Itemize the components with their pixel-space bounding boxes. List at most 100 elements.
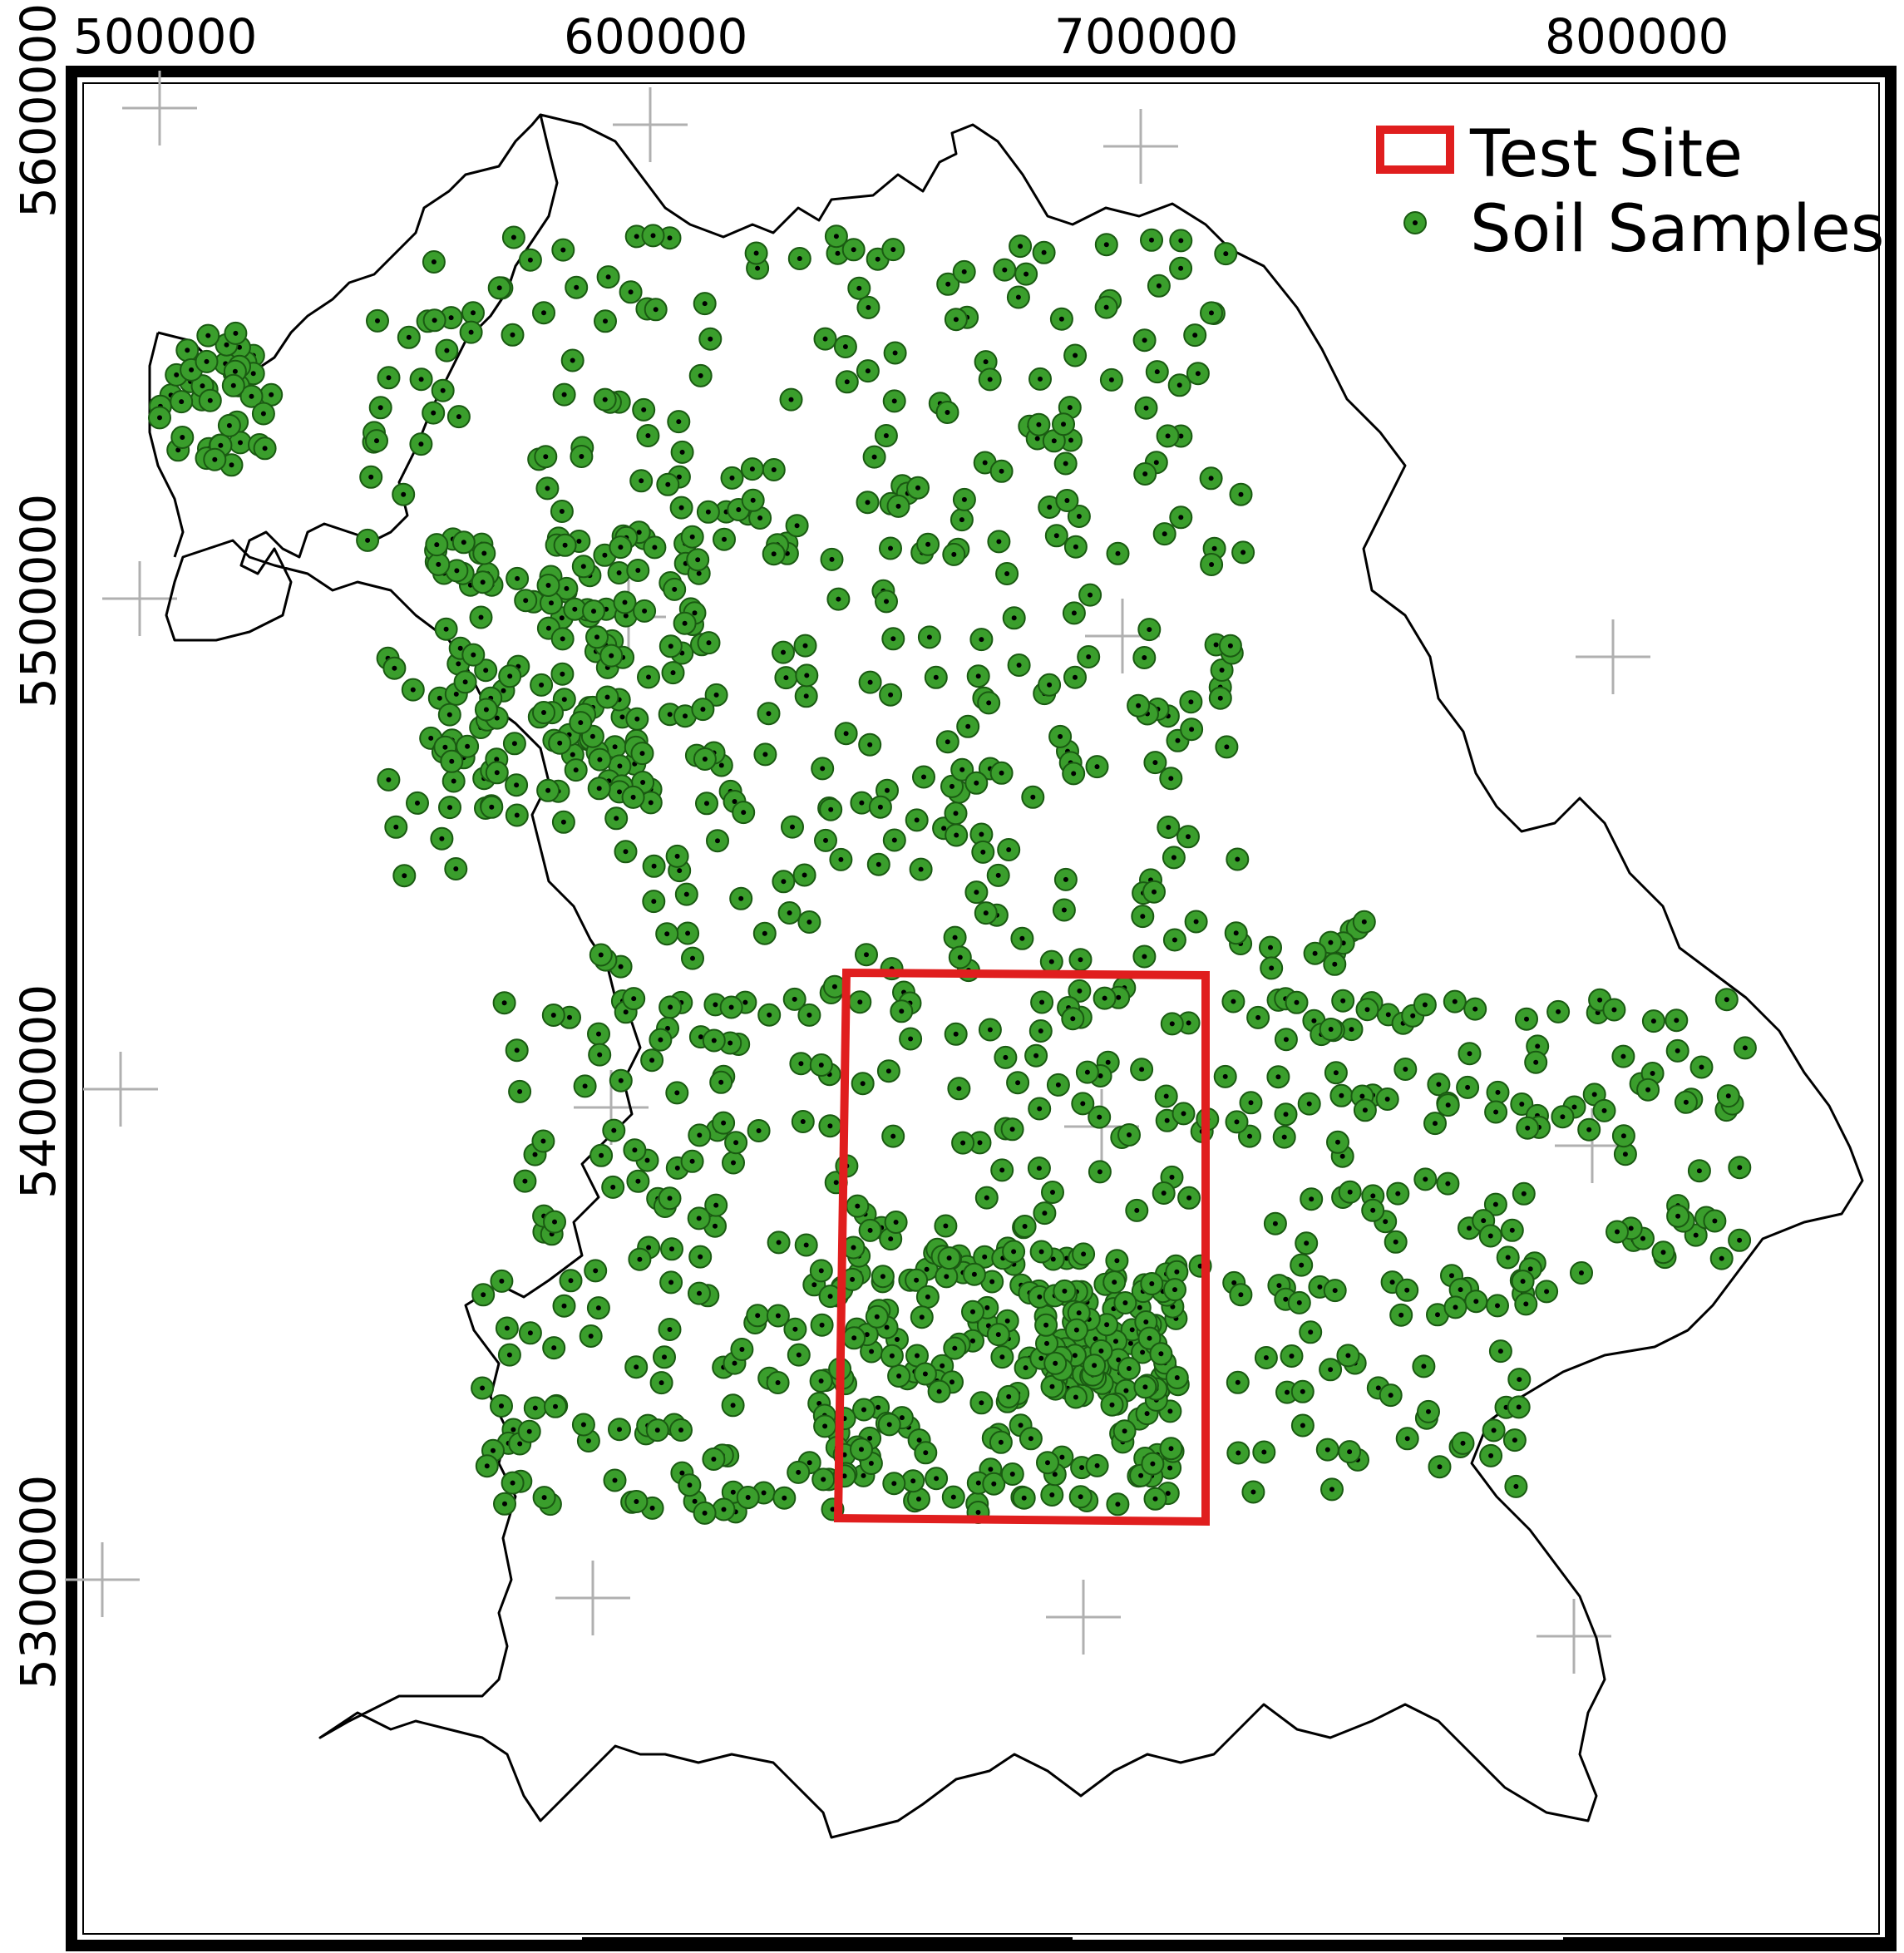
- soil-sample-point: [792, 863, 816, 887]
- plus-cross-icon: [613, 87, 688, 162]
- soil-sample-point: [1072, 1242, 1096, 1266]
- soil-sample-point: [1254, 1346, 1278, 1369]
- soil-sample-point: [1152, 1181, 1176, 1205]
- legend-test-site-swatch: [1376, 126, 1454, 174]
- soil-sample-point: [469, 605, 493, 629]
- soil-sample-point: [1395, 1427, 1419, 1451]
- soil-sample-point: [1176, 825, 1200, 849]
- soil-sample-point: [1451, 1431, 1475, 1455]
- soil-sample-point: [1504, 1474, 1528, 1498]
- soil-sample-point: [1515, 1007, 1538, 1031]
- soil-sample-point: [829, 847, 853, 871]
- soil-sample-point: [680, 525, 704, 549]
- soil-sample-point: [722, 1151, 745, 1175]
- soil-sample-point: [487, 276, 511, 300]
- soil-sample-point: [1160, 1012, 1184, 1036]
- soil-sample-point: [425, 533, 449, 557]
- soil-sample-point: [1229, 1283, 1253, 1307]
- soil-sample-point: [1486, 1080, 1510, 1104]
- soil-sample-point: [693, 1501, 717, 1525]
- soil-sample-point: [1010, 926, 1034, 950]
- soil-sample-point: [1075, 1060, 1099, 1084]
- soil-sample-point: [1199, 466, 1223, 491]
- soil-sample-point: [680, 1149, 704, 1173]
- soil-sample-point: [493, 1492, 516, 1516]
- soil-sample-point: [1458, 1042, 1482, 1066]
- soil-sample-point: [518, 248, 542, 272]
- soil-sample-point: [1071, 1092, 1095, 1116]
- soil-sample-point: [1163, 1278, 1186, 1302]
- soil-sample-point: [1061, 1007, 1085, 1031]
- soil-sample-point: [944, 1022, 968, 1046]
- soil-sample-point: [1029, 1240, 1053, 1264]
- soil-sample-point: [1105, 1249, 1129, 1273]
- soil-sample-point: [663, 577, 687, 601]
- soil-sample-point: [224, 321, 248, 345]
- soil-sample-point: [1641, 1009, 1665, 1033]
- soil-sample-point: [871, 1265, 895, 1289]
- soil-sample-point: [1395, 1278, 1419, 1302]
- soil-sample-point: [514, 589, 538, 613]
- soil-sample-point: [865, 1304, 889, 1329]
- soil-sample-point: [994, 1045, 1018, 1069]
- soil-sample-point: [377, 767, 401, 792]
- soil-sample-point: [1055, 489, 1079, 512]
- soil-sample-point: [1716, 1084, 1740, 1108]
- soil-sample-point: [966, 664, 990, 688]
- soil-sample-point: [729, 886, 753, 910]
- soil-sample-point: [595, 685, 619, 709]
- soil-sample-point: [1113, 1291, 1137, 1314]
- soil-sample-point: [490, 1269, 514, 1293]
- soil-sample-point: [797, 1003, 821, 1027]
- soil-sample-point: [948, 945, 972, 969]
- soil-sample-point: [909, 857, 933, 881]
- soil-sample-point: [1053, 867, 1078, 891]
- soil-sample-point: [1336, 1344, 1360, 1368]
- soil-sample-point: [1225, 1110, 1249, 1134]
- soil-sample-point: [1210, 658, 1234, 682]
- soil-sample-point: [824, 224, 848, 249]
- soil-sample-point: [704, 1193, 728, 1217]
- soil-sample-point: [384, 815, 408, 839]
- plus-cross-icon: [83, 1052, 158, 1127]
- soil-sample-point: [881, 627, 905, 651]
- soil-sample-point: [1502, 1428, 1527, 1452]
- soil-sample-point: [633, 599, 657, 623]
- soil-sample-point: [961, 1300, 984, 1324]
- soil-sample-point: [461, 643, 486, 667]
- soil-sample-point: [492, 991, 516, 1015]
- soil-sample-point: [642, 890, 666, 914]
- soil-sample-point: [548, 731, 572, 755]
- soil-sample-point: [1030, 990, 1054, 1014]
- soil-sample-point: [1274, 1028, 1298, 1052]
- soil-sample-point: [1300, 1187, 1324, 1211]
- soil-sample-point: [513, 1169, 537, 1193]
- soil-sample-point: [712, 1497, 736, 1521]
- soil-sample-point: [880, 1344, 904, 1368]
- soil-sample-point: [1231, 540, 1255, 565]
- soil-sample-point: [787, 1460, 811, 1484]
- soil-sample-point: [1013, 1215, 1037, 1238]
- soil-sample-point: [757, 1003, 782, 1027]
- soil-sample-point: [702, 1447, 726, 1471]
- soil-sample-point: [791, 1110, 815, 1133]
- soil-sample-point: [613, 590, 637, 614]
- soil-sample-point: [594, 309, 617, 333]
- soil-sample-point: [1213, 1064, 1237, 1088]
- soil-sample-point: [1053, 451, 1078, 476]
- soil-sample-point: [1052, 898, 1076, 922]
- soil-sample-point: [1088, 1160, 1112, 1184]
- soil-sample-point: [1186, 362, 1210, 386]
- soil-sample-point: [943, 1336, 967, 1360]
- soil-sample-point: [1507, 1368, 1532, 1392]
- soil-sample-point: [1602, 998, 1626, 1022]
- soil-sample-point: [1427, 1073, 1451, 1097]
- soil-sample-point: [1062, 601, 1086, 625]
- soil-sample-point: [579, 1324, 603, 1348]
- soil-sample-point: [626, 1169, 650, 1193]
- x-tick-label: 700000: [1054, 8, 1238, 65]
- soil-sample-point: [969, 628, 994, 652]
- soil-sample-point: [644, 298, 668, 322]
- soil-sample-point: [552, 1294, 576, 1318]
- soil-sample-point: [401, 678, 425, 702]
